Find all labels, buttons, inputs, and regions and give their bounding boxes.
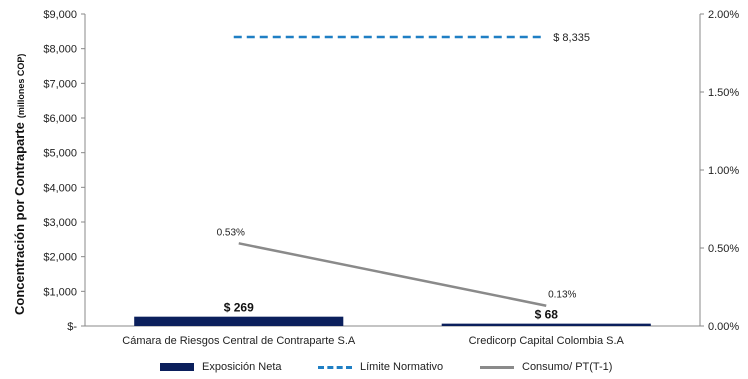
consumo-data-label: 0.13%	[548, 290, 576, 301]
y-tick-label: $8,000	[43, 44, 77, 56]
y-tick-label: $-	[67, 321, 77, 333]
y2-tick-label: 0.50%	[708, 243, 739, 255]
bar-exposicion-neta	[441, 323, 651, 326]
limite-normativo-label: $ 8,335	[553, 32, 590, 44]
consumo-line	[238, 242, 547, 307]
legend-item-exposicion: Exposición Neta	[160, 361, 282, 373]
chart-svg: $- $1,000 $2,000 $3,000 $4,000 $5,000 $6,000 $7…	[12, 9, 739, 347]
y-tick-label: $3,000	[43, 217, 77, 229]
y2-tick-label: 0.00%	[708, 321, 739, 333]
y-axis-right: 0.00% 0.50% 1.00% 1.50% 2.00%	[699, 9, 739, 333]
y-axis-title-unit: (millones COP)	[16, 54, 26, 119]
y-tick-label: $6,000	[43, 113, 77, 125]
y2-tick-label: 1.50%	[708, 87, 739, 99]
y-axis-title: Concentración por Contraparte (millones C…	[12, 54, 27, 315]
bars-group: $ 269 $ 68	[134, 301, 651, 326]
legend-label-limite: Límite Normativo	[360, 361, 444, 373]
bar-data-label: $ 68	[535, 308, 559, 322]
y-tick-label: $5,000	[43, 148, 77, 160]
y-tick-label: $2,000	[43, 252, 77, 264]
y-tick-label: $1,000	[43, 286, 77, 298]
y-tick-label: $9,000	[43, 9, 77, 21]
y-tick-label: $7,000	[43, 78, 77, 90]
y2-tick-label: 1.00%	[708, 165, 739, 177]
consumo-data-label: 0.53%	[217, 227, 245, 238]
y-axis-title-main: Concentración por Contraparte	[12, 122, 27, 315]
y-tick-label: $4,000	[43, 182, 77, 194]
legend-swatch-bar	[160, 363, 194, 371]
legend-swatch-dashed	[318, 365, 352, 369]
limit-line-group: $ 8,335	[233, 32, 590, 44]
x-category-label: Credicorp Capital Colombia S.A	[469, 335, 625, 347]
legend-item-limite: Límite Normativo	[318, 361, 443, 373]
y2-tick-label: 2.00%	[708, 9, 739, 21]
x-category-label: Cámara de Riesgos Central de Contraparte…	[122, 335, 356, 347]
bar-exposicion-neta	[134, 316, 344, 326]
consumo-line-group: 0.53% 0.13%	[217, 227, 577, 307]
legend-item-consumo: Consumo/ PT(T-1)	[480, 361, 612, 373]
y-axis-left: $- $1,000 $2,000 $3,000 $4,000 $5,000 $6,000 $7…	[43, 9, 700, 333]
legend-label-exposicion: Exposición Neta	[202, 361, 282, 373]
legend-label-consumo: Consumo/ PT(T-1)	[522, 361, 613, 373]
legend-swatch-line	[480, 365, 514, 369]
category-labels: Cámara de Riesgos Central de Contraparte…	[122, 335, 624, 347]
bar-data-label: $ 269	[224, 301, 254, 315]
legend: Exposición Neta Límite Normativo Consumo…	[0, 355, 748, 377]
